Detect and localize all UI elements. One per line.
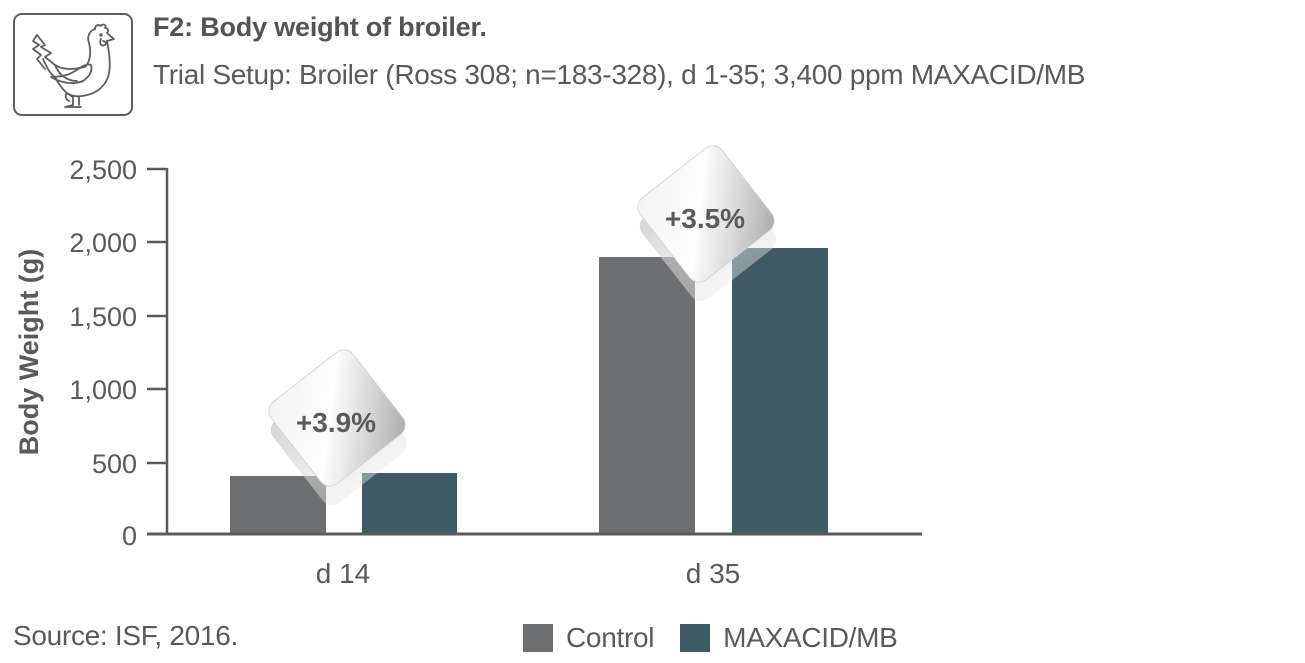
bar-control-d35 bbox=[599, 257, 695, 534]
bars bbox=[230, 248, 828, 534]
increase-label-d35: +3.5% bbox=[665, 203, 745, 234]
y-tick-0: 0 bbox=[122, 521, 137, 551]
bar-control-d14 bbox=[230, 476, 326, 534]
y-axis-label: Body Weight (g) bbox=[14, 249, 44, 455]
y-tick-2000: 2,000 bbox=[69, 228, 137, 258]
y-tick-500: 500 bbox=[92, 449, 137, 479]
chicken-icon bbox=[32, 23, 115, 108]
chart-subtitle: Trial Setup: Broiler (Ross 308; n=183-32… bbox=[153, 59, 1086, 90]
x-tick-d35: d 35 bbox=[686, 558, 741, 589]
x-tick-d14: d 14 bbox=[316, 558, 371, 589]
y-tick-1000: 1,000 bbox=[69, 375, 137, 405]
legend-swatch-control bbox=[523, 624, 553, 652]
legend-label-control: Control bbox=[566, 622, 655, 653]
chicken-icon-box bbox=[13, 13, 133, 116]
y-axis bbox=[147, 167, 169, 535]
bar-maxacid-d14 bbox=[362, 473, 457, 534]
y-tick-1500: 1,500 bbox=[69, 302, 137, 332]
chart-title: F2: Body weight of broiler. bbox=[153, 12, 487, 42]
y-tick-2500: 2,500 bbox=[69, 155, 137, 185]
increase-label-d14: +3.9% bbox=[296, 407, 376, 438]
increase-badge-d35: +3.5% bbox=[637, 145, 777, 302]
increase-badge-d14: +3.9% bbox=[268, 349, 408, 506]
y-tick-labels: 2,500 2,000 1,500 1,000 500 0 bbox=[69, 155, 137, 551]
legend: Control MAXACID/MB bbox=[523, 622, 924, 654]
legend-label-maxacid: MAXACID/MB bbox=[723, 622, 898, 653]
source-note: Source: ISF, 2016. bbox=[13, 620, 238, 651]
x-tick-labels: d 14 d 35 bbox=[316, 558, 741, 589]
bar-maxacid-d35 bbox=[732, 248, 828, 534]
legend-swatch-maxacid bbox=[680, 624, 711, 652]
